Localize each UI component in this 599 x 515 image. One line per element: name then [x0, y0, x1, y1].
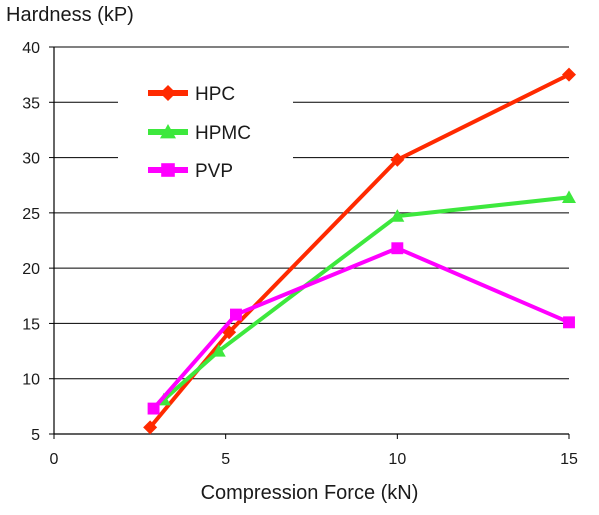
- y-tick-label: 25: [22, 206, 40, 223]
- data-point-hpmc: [211, 344, 226, 357]
- data-point-pvp: [230, 308, 242, 321]
- legend-label-hpmc: HPMC: [195, 123, 251, 144]
- data-point-hpc: [143, 420, 158, 435]
- legend-marker-hpmc: [160, 124, 176, 139]
- data-point-hpmc: [390, 209, 405, 222]
- legend-marker-pvp: [161, 163, 175, 177]
- legend-marker-hpc: [160, 85, 176, 101]
- y-tick-label: 40: [22, 40, 40, 57]
- y-tick-label: 20: [22, 261, 40, 278]
- legend-label-hpc: HPC: [195, 84, 235, 105]
- y-tick-label: 5: [31, 427, 40, 444]
- x-axis-title: Compression Force (kN): [200, 482, 419, 504]
- y-axis-title: Hardness (kP): [6, 4, 134, 26]
- x-tick-label: 10: [388, 451, 406, 468]
- series-line-hpmc: [162, 195, 570, 402]
- x-tick-label: 5: [221, 451, 230, 468]
- x-tick-label: 0: [50, 451, 59, 468]
- y-tick-label: 10: [22, 372, 40, 389]
- data-point-hpc: [562, 67, 576, 82]
- series-line-hpc: [148, 72, 570, 429]
- data-point-hpc: [390, 152, 405, 167]
- data-point-pvp: [563, 316, 575, 329]
- data-point-pvp: [391, 242, 404, 255]
- series-line-pvp: [152, 246, 570, 410]
- data-point-hpmc: [562, 190, 576, 203]
- x-tick-label: 15: [560, 451, 578, 468]
- y-tick-label: 30: [22, 151, 40, 168]
- legend-label-pvp: PVP: [195, 161, 233, 182]
- y-tick-label: 15: [22, 316, 40, 333]
- data-point-pvp: [147, 402, 160, 415]
- y-tick-label: 35: [22, 95, 40, 112]
